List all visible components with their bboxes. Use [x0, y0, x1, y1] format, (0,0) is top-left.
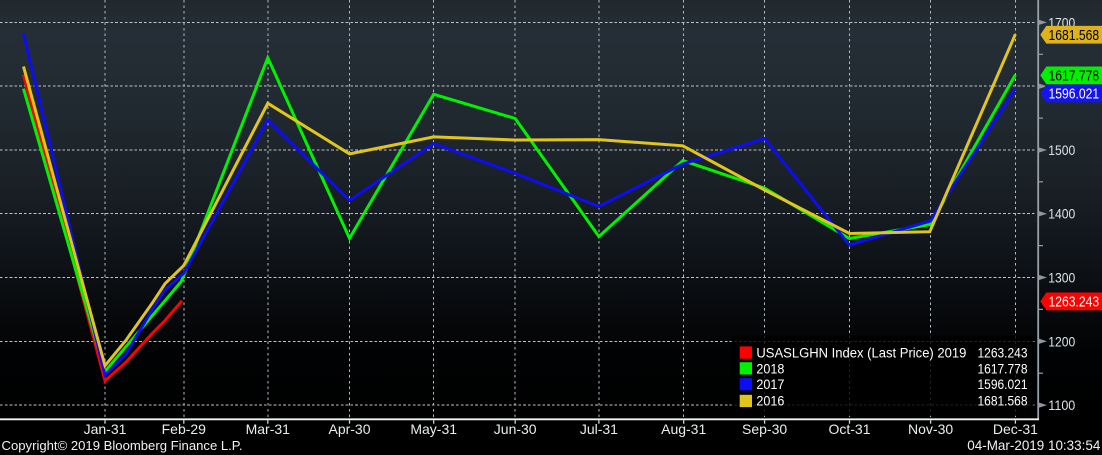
svg-text:USASLGHN Index (Last Price) 20: USASLGHN Index (Last Price) 2019 — [756, 346, 966, 361]
svg-text:Jan-31: Jan-31 — [84, 421, 127, 437]
svg-text:1400: 1400 — [1048, 206, 1075, 222]
svg-text:1263.243: 1263.243 — [978, 346, 1028, 361]
svg-text:Copyright© 2019 Bloomberg Fina: Copyright© 2019 Bloomberg Finance L.P. — [2, 438, 243, 453]
svg-text:1300: 1300 — [1048, 270, 1075, 286]
svg-text:1596.021: 1596.021 — [1049, 85, 1100, 102]
svg-text:1500: 1500 — [1048, 142, 1075, 158]
svg-text:Jul-31: Jul-31 — [580, 421, 618, 437]
svg-text:1617.778: 1617.778 — [978, 361, 1028, 376]
svg-text:Feb-29: Feb-29 — [162, 421, 207, 437]
svg-text:1681.568: 1681.568 — [978, 394, 1028, 409]
svg-text:1200: 1200 — [1048, 333, 1075, 349]
svg-text:1617.778: 1617.778 — [1049, 67, 1100, 84]
svg-text:1681.568: 1681.568 — [1049, 27, 1100, 44]
svg-text:Jun-30: Jun-30 — [494, 421, 537, 437]
svg-text:2017: 2017 — [756, 377, 784, 392]
svg-text:Oct-31: Oct-31 — [828, 421, 870, 437]
svg-text:Nov-30: Nov-30 — [908, 421, 953, 437]
svg-text:Mar-31: Mar-31 — [246, 421, 291, 437]
svg-text:2016: 2016 — [756, 394, 784, 409]
svg-text:1100: 1100 — [1048, 397, 1075, 413]
svg-text:04-Mar-2019 10:33:54: 04-Mar-2019 10:33:54 — [967, 437, 1100, 453]
svg-text:Dec-31: Dec-31 — [993, 421, 1038, 437]
svg-text:2018: 2018 — [756, 361, 784, 376]
svg-text:1263.243: 1263.243 — [1049, 293, 1100, 310]
svg-text:May-31: May-31 — [410, 421, 457, 437]
svg-text:1596.021: 1596.021 — [978, 377, 1028, 392]
svg-text:Sep-30: Sep-30 — [742, 421, 787, 437]
svg-text:Apr-30: Apr-30 — [328, 421, 370, 437]
svg-text:Aug-31: Aug-31 — [661, 421, 706, 437]
